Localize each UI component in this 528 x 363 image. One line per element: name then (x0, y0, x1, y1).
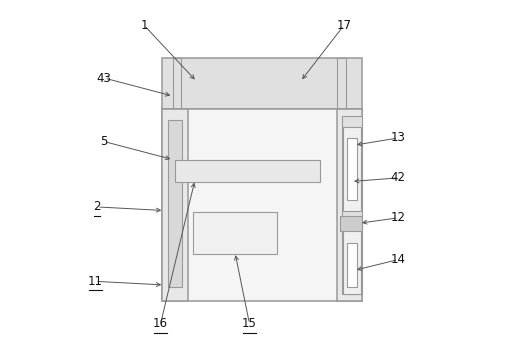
Text: 43: 43 (97, 72, 112, 85)
Text: 17: 17 (336, 19, 351, 32)
Bar (163, 58, 362, 109)
Bar (347, 138, 357, 200)
Bar (347, 243, 357, 287)
Bar (168, 120, 182, 287)
Text: 15: 15 (242, 317, 257, 330)
Text: 14: 14 (391, 253, 406, 266)
Bar (342, 116, 362, 294)
Bar (163, 109, 188, 301)
Text: 1: 1 (140, 19, 148, 32)
Bar (163, 109, 362, 301)
Text: 2: 2 (93, 200, 101, 213)
Text: 5: 5 (101, 135, 108, 148)
Bar (343, 127, 361, 211)
Text: 13: 13 (391, 131, 406, 144)
Text: 11: 11 (88, 275, 103, 288)
Bar (343, 229, 361, 294)
Text: 42: 42 (391, 171, 406, 184)
Bar (175, 160, 320, 182)
Text: 12: 12 (391, 211, 406, 224)
Bar (337, 109, 362, 301)
Bar (340, 216, 362, 231)
Bar (193, 212, 277, 254)
Text: 16: 16 (153, 317, 168, 330)
